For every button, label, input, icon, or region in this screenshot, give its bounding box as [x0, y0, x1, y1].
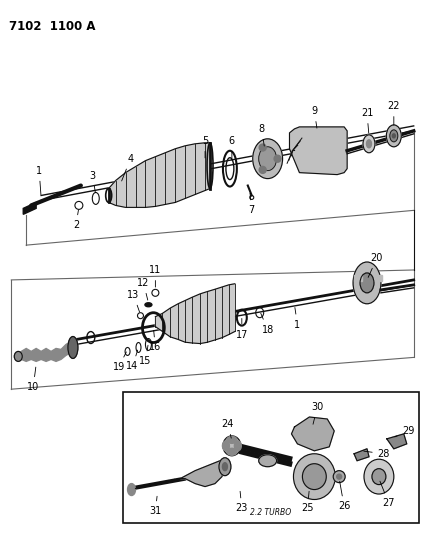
Ellipse shape [259, 147, 276, 171]
Text: 17: 17 [236, 318, 248, 340]
Ellipse shape [364, 459, 394, 494]
Ellipse shape [392, 134, 395, 138]
Text: 22: 22 [388, 101, 400, 125]
Ellipse shape [360, 273, 374, 293]
Text: 26: 26 [338, 481, 351, 512]
Ellipse shape [259, 166, 266, 173]
Ellipse shape [294, 454, 335, 499]
Text: 31: 31 [149, 496, 161, 516]
Text: 7102  1100 A: 7102 1100 A [9, 20, 96, 33]
Polygon shape [289, 127, 347, 175]
Ellipse shape [366, 140, 372, 148]
Text: 2.2 TURBO: 2.2 TURBO [250, 508, 291, 518]
Text: 2: 2 [73, 210, 79, 230]
Ellipse shape [386, 125, 401, 147]
Text: 3: 3 [90, 171, 96, 193]
Text: 5: 5 [202, 136, 208, 158]
Text: 4: 4 [122, 154, 134, 181]
Text: 8: 8 [259, 124, 265, 146]
Text: 12: 12 [137, 278, 150, 300]
Text: 30: 30 [311, 402, 324, 424]
Text: 7: 7 [249, 193, 255, 215]
Ellipse shape [274, 155, 281, 162]
Ellipse shape [390, 130, 398, 142]
Text: 11: 11 [149, 265, 161, 287]
Ellipse shape [223, 436, 241, 456]
Text: 16: 16 [149, 330, 161, 352]
Polygon shape [387, 434, 407, 449]
Ellipse shape [353, 262, 381, 304]
Polygon shape [109, 143, 210, 207]
Text: 9: 9 [311, 106, 318, 128]
Text: 14: 14 [126, 350, 139, 372]
Ellipse shape [235, 441, 241, 451]
Polygon shape [16, 340, 76, 361]
Ellipse shape [68, 336, 78, 358]
Ellipse shape [333, 471, 345, 482]
Ellipse shape [253, 139, 282, 179]
Text: 25: 25 [301, 491, 314, 513]
Bar [122, 392, 419, 523]
Text: 1: 1 [294, 308, 300, 329]
Text: 29: 29 [395, 426, 415, 437]
Ellipse shape [372, 469, 386, 484]
Polygon shape [155, 284, 235, 344]
Ellipse shape [145, 303, 152, 306]
Ellipse shape [303, 464, 326, 489]
Ellipse shape [227, 437, 237, 443]
Text: 6: 6 [229, 136, 235, 160]
Ellipse shape [227, 448, 237, 455]
Ellipse shape [259, 455, 276, 467]
Bar [374, 275, 382, 281]
Text: 28: 28 [364, 449, 390, 459]
Ellipse shape [259, 144, 266, 151]
Text: 15: 15 [139, 345, 152, 366]
Text: 19: 19 [113, 352, 126, 373]
Text: 23: 23 [236, 491, 248, 513]
Ellipse shape [337, 474, 342, 479]
Text: 18: 18 [261, 313, 274, 335]
Ellipse shape [219, 458, 231, 475]
Bar [354, 275, 362, 281]
Ellipse shape [363, 135, 375, 153]
Polygon shape [354, 449, 369, 461]
Polygon shape [23, 203, 36, 214]
Ellipse shape [14, 351, 22, 361]
Text: 21: 21 [361, 108, 373, 133]
Text: 1: 1 [36, 166, 42, 195]
Polygon shape [180, 461, 225, 487]
Ellipse shape [223, 463, 227, 471]
Ellipse shape [128, 483, 136, 496]
Ellipse shape [223, 441, 229, 451]
Polygon shape [291, 417, 334, 451]
Text: 10: 10 [27, 367, 39, 392]
Text: 27: 27 [380, 481, 395, 508]
Text: 13: 13 [128, 290, 140, 312]
Text: 20: 20 [368, 253, 383, 277]
Text: 24: 24 [222, 419, 234, 438]
